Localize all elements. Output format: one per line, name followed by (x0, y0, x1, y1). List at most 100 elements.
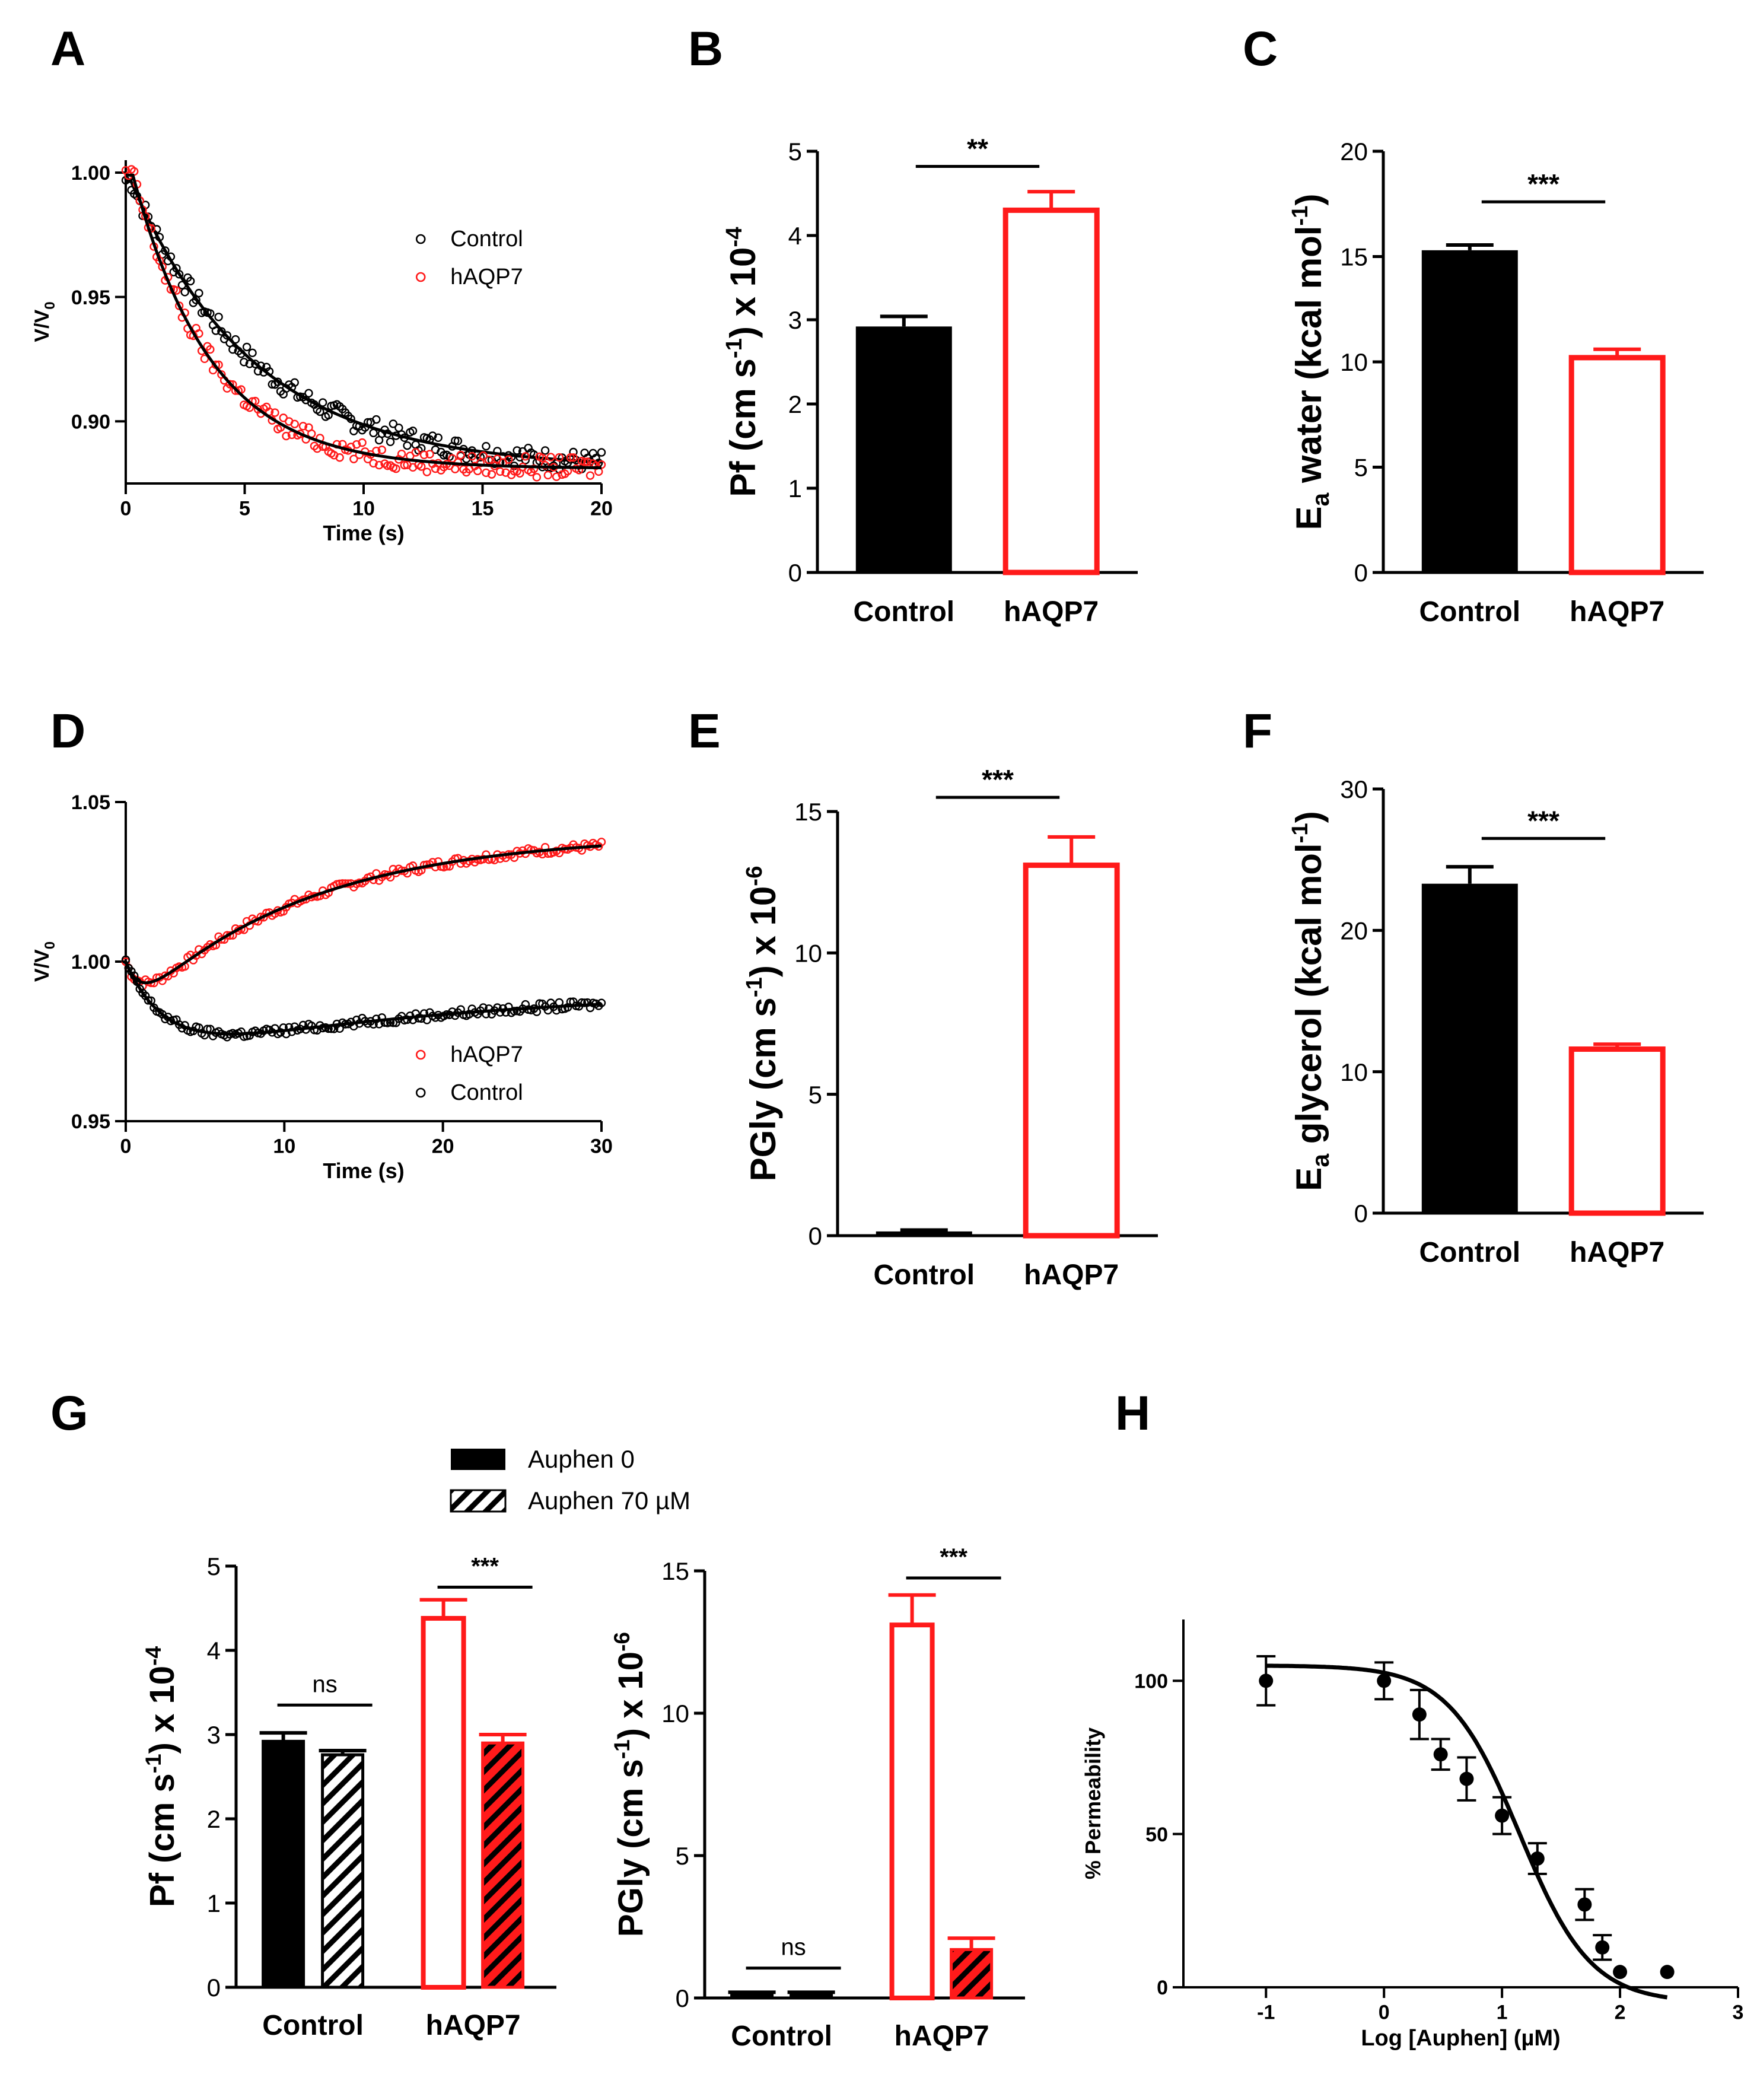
bar-haqp7-auphen-70 (481, 1741, 525, 1989)
bar-haqp7 (1568, 355, 1666, 575)
x-category-label: hAQP7 (1570, 596, 1664, 628)
data-point (1459, 1771, 1474, 1786)
fit-line-haqp7 (126, 173, 602, 470)
fit-line-control (124, 960, 602, 1036)
data-point-control (434, 433, 443, 442)
y-tick-label: 1.00 (71, 162, 110, 184)
bar-control (855, 326, 952, 572)
y-tick-label: 1 (207, 1889, 221, 1917)
y-tick-label: 0.90 (71, 411, 110, 433)
data-point-haqp7 (555, 453, 564, 462)
y-tick-label: 0 (1354, 559, 1368, 587)
legend-label-haqp7: hAQP7 (450, 265, 523, 289)
data-point-control (408, 427, 418, 435)
data-point-haqp7 (597, 460, 606, 469)
x-axis-title: Log [Auphen] (µM) (1361, 2026, 1560, 2051)
y-tick-label: 20 (1340, 138, 1368, 166)
data-point-control (217, 327, 226, 336)
bar-control-auphen-0 (730, 1992, 774, 2000)
x-tick-label: 1 (1497, 2002, 1508, 2024)
data-point-control (248, 348, 257, 358)
x-tick-label: 15 (472, 498, 494, 520)
data-point-control (428, 431, 437, 440)
data-point-haqp7 (521, 452, 530, 461)
data-point-control (540, 446, 550, 455)
panel-letter-h: H (1115, 1386, 1150, 1440)
fit-line-control (126, 179, 602, 464)
data-point-haqp7 (290, 419, 299, 428)
y-axis-title: % Permeability (1081, 1727, 1105, 1879)
y-tick-label: 1.05 (71, 791, 110, 814)
fit-curve (1266, 1663, 1668, 2000)
panel-letter-a: A (50, 22, 85, 76)
y-tick-label: 1.00 (71, 951, 110, 973)
y-axis-title: V/V0 (31, 941, 58, 982)
legend-marker-haqp7 (415, 1049, 426, 1060)
data-point-haqp7 (484, 455, 494, 464)
y-tick-label: 5 (1354, 454, 1368, 482)
panel-g-pgly-auphen-bar-chart: 0 5 10 15 Control ns hAQP7 *** PGly (cm s-1) x 1… (609, 1544, 1025, 2052)
data-point-haqp7 (270, 408, 279, 417)
data-point-control (304, 389, 313, 398)
x-tick-label: 30 (590, 1135, 613, 1158)
data-point-haqp7 (566, 453, 575, 462)
bar-control-auphen-70 (790, 1993, 833, 2000)
data-point-haqp7 (540, 461, 550, 470)
legend-label-auphen-0: Auphen 0 (528, 1445, 635, 1473)
data-point-haqp7 (585, 471, 595, 480)
panel-letter-g: G (50, 1386, 88, 1440)
fit-line-haqp7 (124, 844, 602, 985)
data-point (1577, 1897, 1592, 1912)
y-tick-label: 3 (207, 1721, 221, 1749)
x-tick-label: 2 (1615, 2002, 1626, 2024)
x-category-label: Control (1419, 1237, 1520, 1268)
data-point-control (389, 419, 398, 428)
data-point-haqp7 (583, 457, 592, 466)
panel-letter-e: E (688, 704, 721, 758)
x-tick-label: 10 (273, 1135, 295, 1158)
legend-label-control: Control (450, 227, 523, 252)
data-point-haqp7 (425, 450, 434, 459)
data-point-control (369, 428, 378, 438)
y-tick-label: 15 (661, 1557, 689, 1585)
significance-label: ** (967, 133, 988, 164)
data-point-control (180, 288, 189, 297)
legend-label-auphen-70: Auphen 70 µM (528, 1487, 690, 1514)
data-point-control (453, 437, 463, 446)
significance-label: ns (781, 1934, 806, 1961)
data-point-control (510, 1007, 519, 1016)
y-tick-label: 2 (788, 390, 802, 418)
x-axis-title: Time (s) (323, 1159, 404, 1183)
y-tick-label: 0.95 (71, 1111, 110, 1133)
data-point-haqp7 (448, 454, 457, 463)
x-category-label: Control (873, 1259, 975, 1291)
data-point-control (228, 345, 237, 354)
x-tick-label: 0 (120, 498, 132, 520)
data-point-haqp7 (411, 448, 420, 457)
panel-f-ea-glycerol-bar-chart: 0 10 20 30 Control hAQP7 *** Ea glycerol (kcal … (1287, 775, 1704, 1268)
panel-letter-c: C (1243, 22, 1278, 76)
y-tick-label: 0.95 (71, 287, 110, 309)
bar-haqp7 (1023, 863, 1120, 1239)
y-tick-label: 0 (207, 1974, 221, 2002)
data-point-haqp7 (417, 462, 426, 471)
y-tick-label: 10 (1340, 348, 1368, 376)
x-tick-label: 20 (432, 1135, 454, 1158)
x-tick-label: 0 (1379, 2002, 1390, 2024)
x-category-label: hAQP7 (1024, 1259, 1119, 1291)
legend-marker-control (415, 1087, 426, 1098)
y-tick-label: 0 (1157, 1977, 1168, 1999)
panel-h-dose-response-chart: 0 50 100 -1 0 1 2 3 Log [Auphen] (µM) % Permeabil… (1081, 1619, 1743, 2051)
data-point-haqp7 (495, 467, 505, 476)
x-tick-label: 3 (1733, 2002, 1744, 2024)
x-category-label: hAQP7 (1570, 1237, 1664, 1268)
panel-e-pgly-bar-chart: 0 5 10 15 Control hAQP7 *** PGly (cm s-1) x 10-… (741, 764, 1158, 1291)
data-point-haqp7 (580, 457, 589, 466)
bar-control-auphen-0 (262, 1739, 305, 1989)
data-point-haqp7 (298, 422, 308, 431)
x-category-label: Control (1419, 596, 1520, 628)
data-point-haqp7 (456, 450, 465, 460)
panel-letter-f: F (1243, 704, 1272, 758)
y-tick-label: 3 (788, 306, 802, 334)
data-point-haqp7 (374, 460, 384, 470)
